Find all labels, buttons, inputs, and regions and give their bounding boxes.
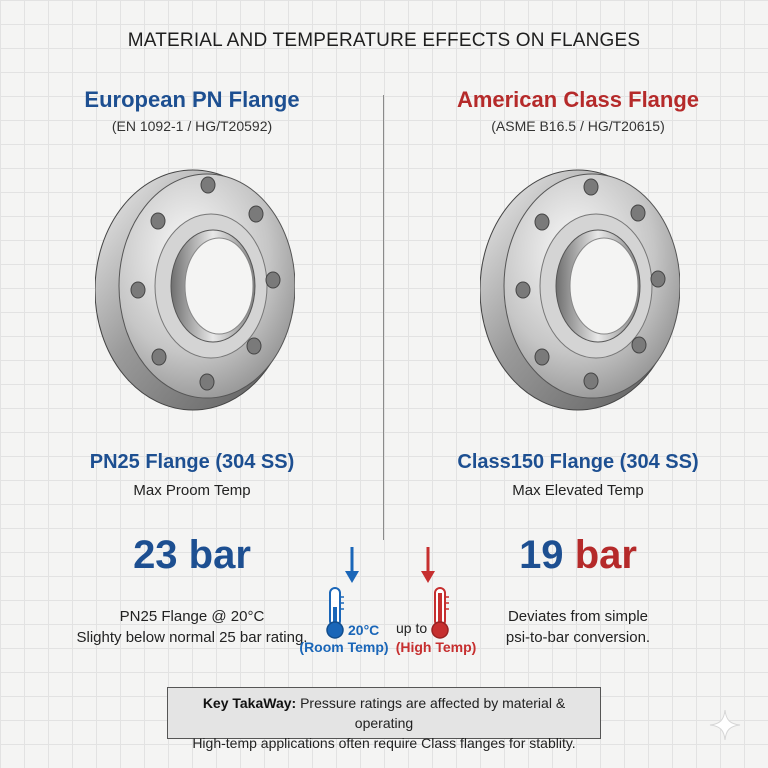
- bolt-holes: [515, 178, 666, 390]
- right-model: Class150 Flange (304 SS): [457, 451, 699, 473]
- right-pressure-unit: bar: [574, 533, 637, 577]
- takeaway-text1: Pressure ratings are affected by materia…: [300, 695, 566, 731]
- class-flange-illustration: [480, 169, 680, 411]
- key-takeaway-box: Key TakaWay: Pressure ratings are affect…: [167, 687, 601, 751]
- column-divider: [383, 95, 384, 540]
- bolt-holes: [130, 176, 281, 391]
- left-note-line1: PN25 Flange @ 20°C: [119, 608, 265, 625]
- arrow-down-icon: [345, 547, 359, 583]
- left-model: PN25 Flange (304 SS): [89, 451, 295, 473]
- left-standard: (EN 1092-1 / HG/T20592): [111, 118, 273, 134]
- takeaway-line1: Key TakaWay: Pressure ratings are affect…: [178, 693, 590, 733]
- right-note-line1: Deviates from simple: [507, 608, 649, 625]
- cold-temp-label: (Room Temp): [299, 639, 389, 655]
- right-pressure-value: 19 bar: [428, 533, 728, 578]
- right-standard: (ASME B16.5 / HG/T20615): [491, 118, 665, 134]
- cold-temp-value: 20°C: [348, 622, 380, 638]
- hot-temp-label: (High Temp): [395, 639, 477, 655]
- takeaway-label: Key TakaWay:: [202, 695, 297, 711]
- left-heading: European PN Flange: [84, 87, 300, 112]
- right-heading: American Class Flange: [456, 87, 700, 112]
- right-note-line2: psi-to-bar conversion.: [505, 629, 651, 646]
- sparkle-icon: [709, 709, 741, 741]
- page-title: MATERIAL AND TEMPERATURE EFFECTS ON FLAN…: [127, 30, 641, 51]
- left-temp-label: Max Proom Temp: [133, 482, 251, 499]
- thermometer-hot-icon: [431, 587, 449, 639]
- left-note-line2: Slighty below normal 25 bar rating.: [76, 629, 308, 646]
- right-temp-label: Max Elevated Temp: [512, 482, 644, 499]
- hot-temp-prefix: up to: [396, 620, 428, 636]
- takeaway-line2: High-temp applications often require Cla…: [192, 735, 576, 751]
- left-pressure-value: 23 bar: [133, 533, 251, 577]
- thermometer-cold-icon: [326, 587, 344, 639]
- arrow-down-icon: [421, 547, 435, 583]
- right-pressure-number: 19: [519, 533, 564, 577]
- pn-flange-illustration: [95, 169, 295, 411]
